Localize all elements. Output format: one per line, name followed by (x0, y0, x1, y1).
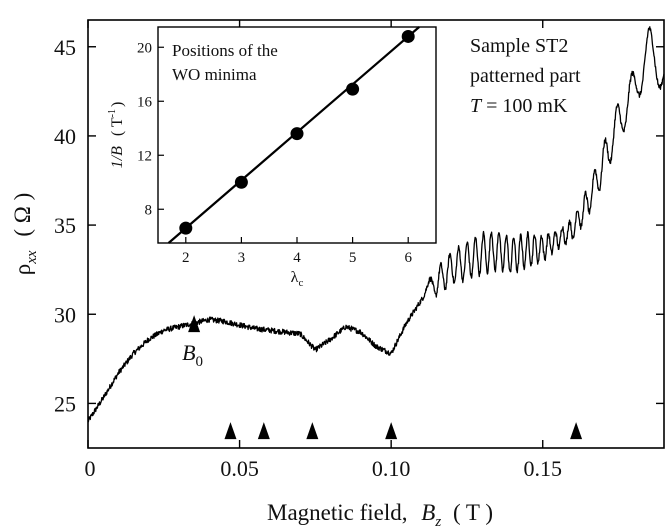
minimum-marker (188, 315, 201, 333)
main-y-axis-label: ρxx ( Ω ) (10, 193, 41, 275)
inset-y-tick-label: 12 (137, 148, 152, 164)
minimum-marker (224, 422, 237, 440)
y-label-var: ρ (10, 264, 35, 275)
inset-y-label-sup: -1 (107, 109, 118, 117)
annotation-temperature: T = 100 mK (470, 95, 568, 117)
inset-x-ticks: 2 3 4 5 6 (182, 237, 412, 266)
inset-x-label-sub: c (298, 277, 303, 289)
x-tick-label: 0.05 (220, 456, 259, 481)
inset-title-line-2: WO minima (172, 65, 257, 84)
inset-data-point (290, 127, 304, 141)
inset-x-tick-label: 3 (238, 250, 246, 266)
y-tick-label: 35 (54, 213, 76, 238)
y-tick-label: 25 (54, 391, 76, 416)
inset-x-tick-label: 4 (293, 250, 301, 266)
x-label-var: B (421, 500, 435, 525)
inset-x-tick-label: 5 (349, 250, 357, 266)
inset-y-ticks: 8 12 16 20 (137, 40, 164, 218)
minimum-marker (257, 422, 270, 440)
y-label-sub: xx (24, 250, 40, 265)
x-tick-label: 0.15 (523, 456, 562, 481)
main-x-axis-label: Magnetic field, Bz ( T ) (267, 500, 493, 528)
inset-points (179, 29, 415, 235)
y-tick-label: 45 (54, 35, 76, 60)
marker-label-var: B (182, 340, 195, 365)
y-label-unit: ( Ω ) (10, 193, 35, 237)
inset-data-point (346, 82, 360, 96)
minimum-marker (306, 422, 319, 440)
y-tick-label: 30 (54, 302, 76, 327)
inset-y-label-close: ) (109, 102, 126, 107)
inset-y-tick-label: 16 (137, 94, 153, 110)
inset-x-tick-label: 2 (182, 250, 190, 266)
annotation-sample: Sample ST2 (470, 35, 568, 57)
x-tick-label: 0 (85, 456, 96, 481)
series-line-rho-xx (87, 26, 665, 423)
minimum-marker (385, 422, 398, 440)
inset-y-label-var: 1/B (109, 146, 126, 168)
x-label-sub: z (434, 514, 441, 528)
main-markers: B0 (182, 315, 583, 440)
annotation-temp-rest: = 100 mK (481, 95, 568, 117)
annotation-temp-var: T (470, 95, 483, 117)
inset-x-label-var: λ (291, 269, 299, 286)
minimum-marker (570, 422, 583, 440)
inset-x-axis-label: λc (291, 269, 304, 289)
inset-data-point (401, 29, 415, 43)
inset-data-point (234, 175, 248, 189)
marker-label: B0 (182, 340, 203, 370)
inset-data-point (179, 221, 193, 235)
marker-label-sub: 0 (196, 354, 204, 370)
x-label-prefix: Magnetic field, (267, 500, 408, 525)
inset-x-tick-label: 6 (404, 250, 412, 266)
main-x-ticks: 0 0.05 0.10 0.15 (85, 20, 562, 481)
inset-title-line-1: Positions of the (172, 41, 278, 60)
inset-y-label-unit: ( T (109, 117, 126, 136)
inset-y-tick-label: 20 (137, 40, 152, 56)
inset-y-axis-label: 1/B ( T-1) (107, 102, 126, 169)
annotation-part: patterned part (470, 65, 581, 87)
x-label-unit: ( T ) (453, 500, 493, 525)
main-plot-frame (87, 19, 665, 449)
inset-y-tick-label: 8 (145, 202, 153, 218)
y-tick-label: 40 (54, 124, 76, 149)
x-tick-label: 0.10 (372, 456, 411, 481)
